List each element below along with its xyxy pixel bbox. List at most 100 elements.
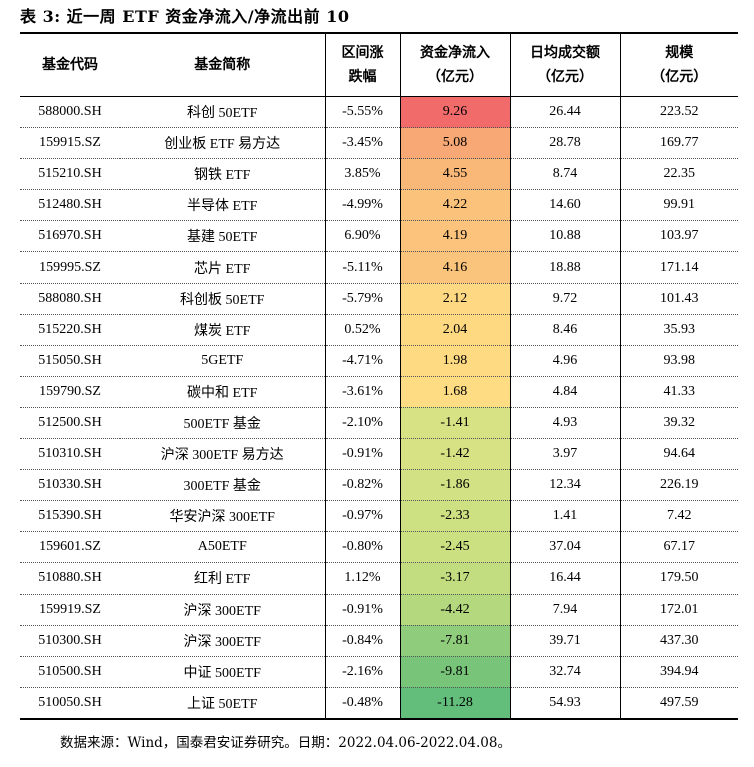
cell-change: -0.82% (324, 469, 400, 502)
cell-turnover: 26.44 (509, 96, 620, 129)
cell-net-flow: 1.98 (399, 345, 510, 377)
table-body: 588000.SH 科创 50ETF -5.55% 9.26 26.44 223.52 15… (20, 96, 738, 720)
table-row: 588080.SH 科创板 50ETF -5.79% 2.12 9.72 101.43 (20, 283, 738, 315)
cell-change: -5.79% (324, 283, 400, 315)
cell-scale: 226.19 (619, 469, 738, 502)
cell-net-flow: -1.86 (399, 469, 510, 502)
cell-code: 510300.SH (20, 625, 120, 657)
cell-name: 沪深 300ETF 易方达 (120, 438, 325, 471)
cell-scale: 394.94 (619, 656, 738, 688)
cell-scale: 179.50 (619, 562, 738, 595)
table-row: 515220.SH 煤炭 ETF 0.52% 2.04 8.46 35.93 (20, 314, 738, 346)
cell-net-flow: 1.68 (399, 376, 510, 408)
cell-name: 半导体 ETF (120, 189, 325, 222)
cell-scale: 172.01 (619, 594, 738, 626)
cell-name: 沪深 300ETF (120, 594, 325, 626)
cell-net-flow: -2.45 (399, 531, 510, 564)
cell-net-flow: -4.42 (399, 594, 510, 626)
cell-scale: 94.64 (619, 438, 738, 471)
cell-scale: 223.52 (619, 96, 738, 129)
cell-turnover: 12.34 (509, 469, 620, 502)
cell-net-flow: -11.28 (399, 687, 510, 720)
table-row: 159919.SZ 沪深 300ETF -0.91% -4.42 7.94 172.01 (20, 594, 738, 626)
cell-turnover: 9.72 (509, 283, 620, 315)
cell-turnover: 14.60 (509, 189, 620, 222)
cell-change: 3.85% (324, 158, 400, 191)
cell-change: -4.99% (324, 189, 400, 222)
cell-code: 515390.SH (20, 500, 120, 533)
cell-name: 沪深 300ETF (120, 625, 325, 657)
cell-name: 钢铁 ETF (120, 158, 325, 191)
table-row: 510330.SH 300ETF 基金 -0.82% -1.86 12.34 226.19 (20, 469, 738, 502)
cell-code: 159790.SZ (20, 376, 120, 408)
table-row: 515050.SH 5GETF -4.71% 1.98 4.96 93.98 (20, 345, 738, 377)
cell-code: 588000.SH (20, 96, 120, 129)
table-row: 515390.SH 华安沪深 300ETF -0.97% -2.33 1.41 7.42 (20, 500, 738, 533)
cell-turnover: 4.93 (509, 407, 620, 440)
cell-change: -0.80% (324, 531, 400, 564)
cell-scale: 101.43 (619, 283, 738, 315)
cell-change: -2.10% (324, 407, 400, 440)
cell-scale: 22.35 (619, 158, 738, 191)
cell-code: 159915.SZ (20, 127, 120, 160)
cell-change: -4.71% (324, 345, 400, 377)
cell-net-flow: -2.33 (399, 500, 510, 533)
cell-net-flow: -1.41 (399, 407, 510, 440)
cell-change: 6.90% (324, 220, 400, 253)
cell-net-flow: 4.22 (399, 189, 510, 222)
cell-turnover: 39.71 (509, 625, 620, 657)
table-row: 510300.SH 沪深 300ETF -0.84% -7.81 39.71 437.30 (20, 625, 738, 657)
cell-turnover: 8.46 (509, 314, 620, 346)
cell-net-flow: 2.12 (399, 283, 510, 315)
cell-change: -0.91% (324, 594, 400, 626)
cell-scale: 103.97 (619, 220, 738, 253)
cell-net-flow: 9.26 (399, 96, 510, 129)
cell-turnover: 10.88 (509, 220, 620, 253)
cell-name: 芯片 ETF (120, 251, 325, 284)
cell-code: 510310.SH (20, 438, 120, 471)
cell-code: 159995.SZ (20, 251, 120, 284)
cell-name: 300ETF 基金 (120, 469, 325, 502)
etf-flow-table: 基金代码 基金简称 区间涨 跌幅 资金净流入 （亿元） 日均成交额 （亿元） 规模 （亿… (20, 34, 738, 720)
cell-code: 512500.SH (20, 407, 120, 440)
cell-net-flow: 4.19 (399, 220, 510, 253)
table-row: 159790.SZ 碳中和 ETF -3.61% 1.68 4.84 41.33 (20, 376, 738, 408)
cell-turnover: 4.84 (509, 376, 620, 408)
header-turnover: 日均成交额 （亿元） (509, 34, 620, 97)
cell-turnover: 37.04 (509, 531, 620, 564)
cell-scale: 497.59 (619, 687, 738, 720)
cell-turnover: 32.74 (509, 656, 620, 688)
table-row: 159601.SZ A50ETF -0.80% -2.45 37.04 67.17 (20, 531, 738, 564)
header-code: 基金代码 (20, 34, 120, 97)
table-row: 588000.SH 科创 50ETF -5.55% 9.26 26.44 223.52 (20, 96, 738, 129)
table-row: 510880.SH 红利 ETF 1.12% -3.17 16.44 179.50 (20, 562, 738, 595)
cell-change: -0.97% (324, 500, 400, 533)
cell-name: 碳中和 ETF (120, 376, 325, 408)
cell-name: 创业板 ETF 易方达 (120, 127, 325, 160)
cell-scale: 67.17 (619, 531, 738, 564)
cell-name: 科创板 50ETF (120, 283, 325, 315)
table-row: 516970.SH 基建 50ETF 6.90% 4.19 10.88 103.97 (20, 220, 738, 253)
source-note: 数据来源：Wind，国泰君安证券研究。日期：2022.04.06-2022.04… (60, 735, 511, 751)
cell-code: 515220.SH (20, 314, 120, 346)
table-row: 512480.SH 半导体 ETF -4.99% 4.22 14.60 99.91 (20, 189, 738, 222)
cell-turnover: 8.74 (509, 158, 620, 191)
header-net-flow: 资金净流入 （亿元） (399, 34, 510, 97)
table-row: 512500.SH 500ETF 基金 -2.10% -1.41 4.93 39.32 (20, 407, 738, 440)
cell-net-flow: -9.81 (399, 656, 510, 688)
header-name: 基金简称 (120, 34, 325, 97)
cell-change: -3.45% (324, 127, 400, 160)
cell-turnover: 54.93 (509, 687, 620, 720)
header-row: 基金代码 基金简称 区间涨 跌幅 资金净流入 （亿元） 日均成交额 （亿元） 规模 （亿… (20, 34, 738, 97)
cell-code: 510880.SH (20, 562, 120, 595)
cell-name: 煤炭 ETF (120, 314, 325, 346)
cell-code: 159919.SZ (20, 594, 120, 626)
cell-scale: 99.91 (619, 189, 738, 222)
cell-code: 510330.SH (20, 469, 120, 502)
cell-name: 红利 ETF (120, 562, 325, 595)
cell-scale: 7.42 (619, 500, 738, 533)
cell-name: 科创 50ETF (120, 96, 325, 129)
title-rule (20, 32, 738, 34)
table-title: 表 3: 近一周 ETF 资金净流入/净流出前 10 (20, 7, 350, 26)
header-change: 区间涨 跌幅 (324, 34, 400, 97)
